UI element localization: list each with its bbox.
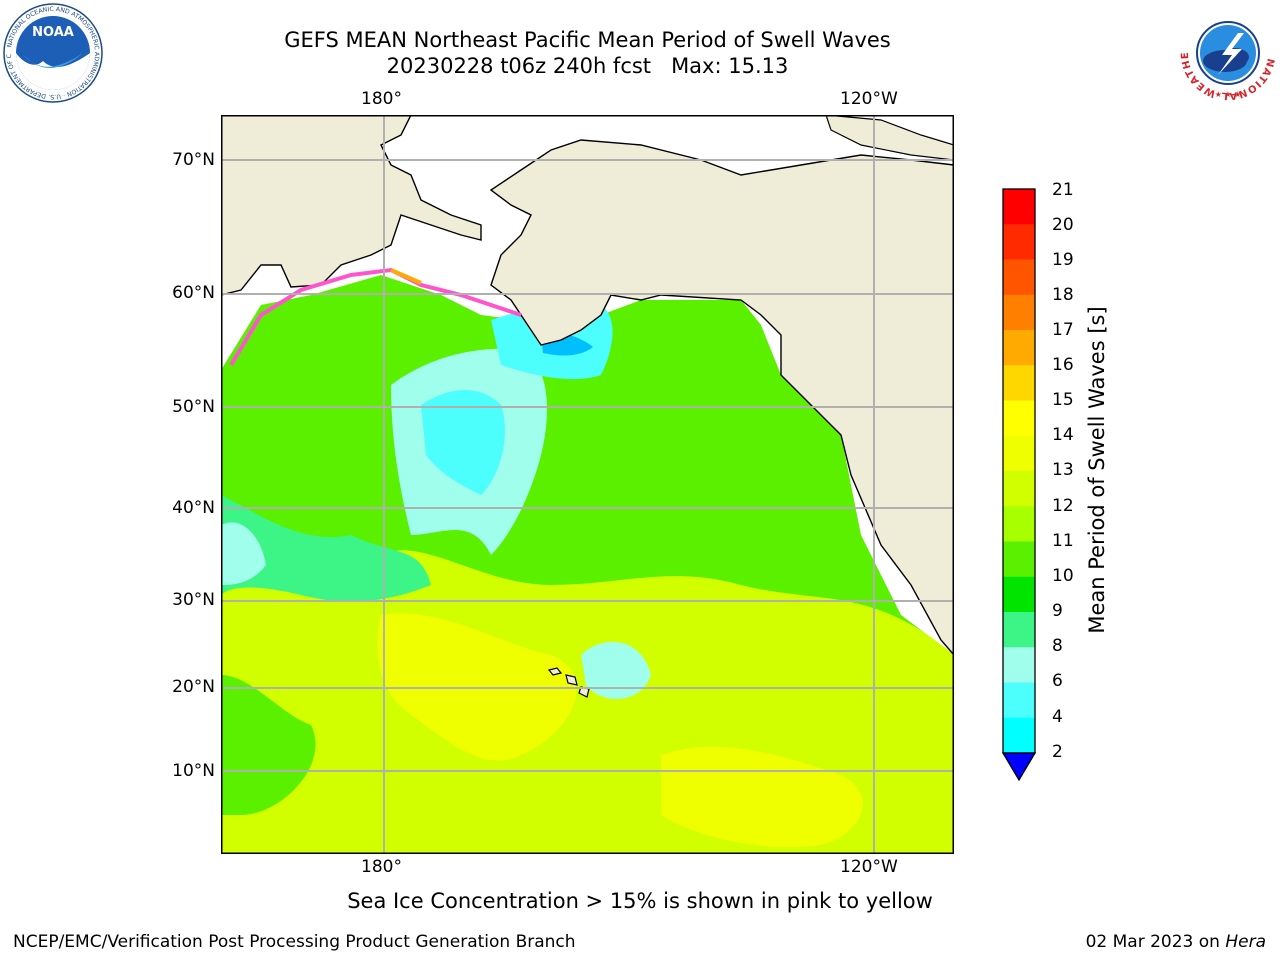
colorbar-label: 14 — [1052, 425, 1074, 445]
footer-credit: NCEP/EMC/Verification Post Processing Pr… — [13, 932, 576, 952]
colorbar-label: 16 — [1052, 355, 1074, 375]
colorbar-cell — [1003, 435, 1035, 472]
colorbar-label: 20 — [1052, 215, 1074, 235]
colorbar-cell — [1003, 506, 1035, 542]
map-panel — [221, 115, 954, 854]
noaa-logo-text: NOAA — [32, 25, 74, 40]
top-lon-tick-120w: 120°W — [840, 89, 898, 109]
colorbar-cell — [1003, 224, 1035, 260]
colorbar-label: 19 — [1052, 250, 1074, 270]
noaa-logo: NOAA NATIONAL OCEANIC AND ATMOSPHERIC AD… — [3, 3, 103, 103]
colorbar-cell — [1003, 294, 1035, 331]
bottom-lon-tick-120w: 120°W — [840, 857, 898, 877]
map-title: GEFS MEAN Northeast Pacific Mean Period … — [284, 28, 891, 52]
map-subtitle: 20230228 t06z 240h fcst Max: 15.13 — [386, 54, 789, 78]
footer-date: 02 Mar 2023 on Hera — [1086, 932, 1266, 952]
colorbar-label: 12 — [1052, 496, 1074, 516]
colorbar-label: 10 — [1052, 566, 1074, 586]
colorbar-cell — [1003, 189, 1035, 225]
sea-ice-note: Sea Ice Concentration > 15% is shown in … — [347, 889, 933, 913]
nws-logo: NATIONAL WEATHER SERVICE ★ ★ ★ — [1178, 3, 1277, 102]
colorbar — [1001, 188, 1037, 782]
colorbar-label: 9 — [1052, 601, 1063, 621]
colorbar-cell — [1003, 612, 1035, 648]
colorbar-cell — [1003, 330, 1035, 366]
map-frame — [221, 115, 954, 854]
footer-date-text: 02 Mar 2023 on — [1085, 932, 1226, 952]
lat-tick-50n: 50°N — [172, 397, 215, 417]
colorbar-label: 21 — [1052, 180, 1074, 200]
lat-tick-60n: 60°N — [172, 283, 215, 303]
svg-text:★ ★ ★: ★ ★ ★ — [1215, 90, 1242, 99]
colorbar-cell — [1003, 717, 1035, 754]
colorbar-label: 17 — [1052, 320, 1074, 340]
top-lon-tick-180: 180° — [361, 89, 402, 109]
colorbar-cell — [1003, 365, 1035, 401]
colorbar-label: 8 — [1052, 636, 1063, 656]
graticule — [221, 115, 954, 854]
colorbar-label: 4 — [1052, 707, 1063, 727]
colorbar-title: Mean Period of Swell Waves [s] — [1085, 306, 1109, 634]
colorbar-label: 6 — [1052, 671, 1063, 691]
colorbar-label: 2 — [1052, 742, 1063, 762]
land-north-america — [489, 139, 954, 657]
colorbar-cell — [1003, 471, 1035, 507]
bottom-lon-tick-180: 180° — [361, 857, 402, 877]
lat-tick-10n: 10°N — [172, 761, 215, 781]
colorbar-label: 15 — [1052, 390, 1074, 410]
colorbar-label: 13 — [1052, 460, 1074, 480]
colorbar-frame — [1002, 188, 1036, 754]
colorbar-cell — [1003, 541, 1035, 578]
colorbar-cell — [1003, 259, 1035, 296]
colorbar-label: 11 — [1052, 531, 1074, 551]
footer-host: Hera — [1225, 932, 1266, 952]
colorbar-cell — [1003, 647, 1035, 683]
lat-tick-70n: 70°N — [172, 150, 215, 170]
colorbar-cell — [1003, 682, 1035, 719]
colorbar-cell — [1003, 400, 1035, 437]
colorbar-label: 18 — [1052, 285, 1074, 305]
colorbar-cell — [1003, 576, 1035, 613]
lat-tick-20n: 20°N — [172, 677, 215, 697]
lat-tick-30n: 30°N — [172, 590, 215, 610]
land-arctic-islands — [825, 115, 954, 161]
lat-tick-40n: 40°N — [172, 498, 215, 518]
colorbar-extend-arrow — [1001, 752, 1037, 782]
